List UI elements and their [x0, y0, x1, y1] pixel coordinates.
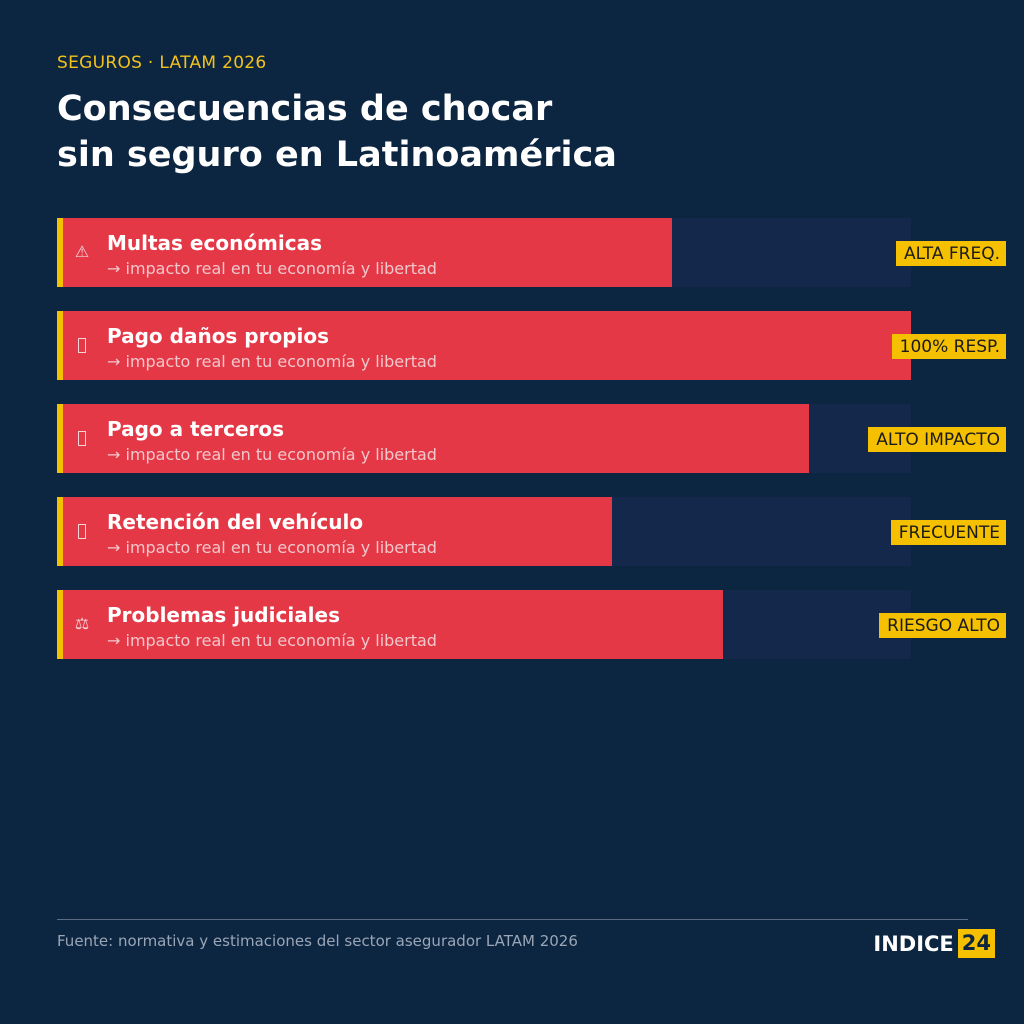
bar-subtitle: → impacto real en tu economía y libertad [107, 445, 437, 464]
bar-badge: FRECUENTE [890, 520, 1006, 545]
missing-glyph-icon [73, 335, 91, 355]
bar [57, 311, 911, 380]
bar [57, 404, 809, 473]
bar-subtitle: → impacto real en tu economía y libertad [107, 631, 437, 650]
bar-row: Retención del vehículo → impacto real en… [57, 497, 1006, 566]
source-note: Fuente: normativa y estimaciones del sec… [57, 932, 578, 950]
brand-text: INDICE [873, 931, 954, 956]
scales-icon: ⚖ [74, 614, 90, 633]
bar [57, 590, 724, 659]
bar-label: Pago a terceros [107, 417, 285, 441]
bar-row: ⚖ Problemas judiciales → impacto real en… [57, 590, 1006, 659]
bar-track [57, 497, 911, 566]
brand-logo: INDICE 24 [873, 929, 995, 958]
bar-badge: ALTO IMPACTO [868, 427, 1006, 452]
bar-chart: ⚠ Multas económicas → impacto real en tu… [57, 218, 1006, 683]
bar-track [57, 218, 911, 287]
footer-divider [57, 919, 968, 920]
brand-number: 24 [957, 929, 995, 958]
bar [57, 497, 613, 566]
bar-track [57, 311, 911, 380]
bar-row: Pago daños propios → impacto real en tu … [57, 311, 1006, 380]
bar-row: Pago a terceros → impacto real en tu eco… [57, 404, 1006, 473]
warning-icon: ⚠ [74, 242, 90, 261]
bar [57, 218, 672, 287]
page-title: Consecuencias de chocar sin seguro en La… [57, 86, 617, 178]
bar-label: Retención del vehículo [107, 510, 364, 534]
bar-subtitle: → impacto real en tu economía y libertad [107, 538, 437, 557]
bar-subtitle: → impacto real en tu economía y libertad [107, 259, 437, 278]
kicker: SEGUROS · LATAM 2026 [57, 53, 267, 73]
bar-track [57, 404, 911, 473]
bar-row: ⚠ Multas económicas → impacto real en tu… [57, 218, 1006, 287]
title-line-2: sin seguro en Latinoamérica [57, 135, 617, 175]
bar-label: Pago daños propios [107, 324, 330, 348]
bar-subtitle: → impacto real en tu economía y libertad [107, 352, 437, 371]
bar-badge: ALTA FREQ. [896, 241, 1006, 266]
bar-label: Problemas judiciales [107, 603, 340, 627]
bar-badge: RIESGO ALTO [879, 613, 1006, 638]
bar-label: Multas económicas [107, 231, 323, 255]
missing-glyph-icon [73, 521, 91, 541]
title-line-1: Consecuencias de chocar [57, 89, 553, 129]
missing-glyph-icon [73, 428, 91, 448]
bar-track [57, 590, 911, 659]
bar-badge: 100% RESP. [891, 334, 1006, 359]
